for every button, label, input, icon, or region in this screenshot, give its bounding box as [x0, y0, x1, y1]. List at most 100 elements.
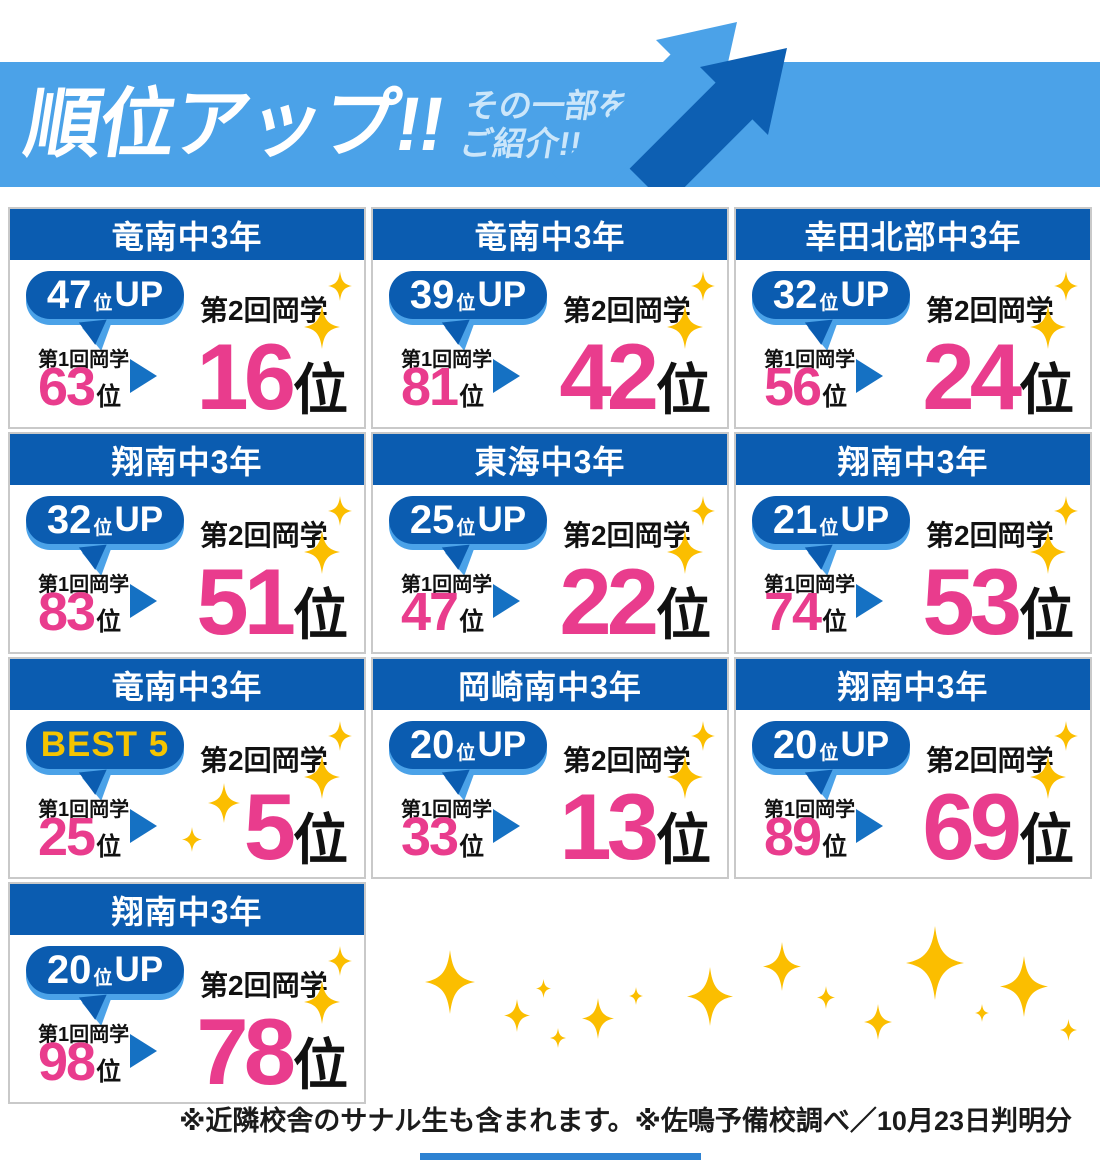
after-rank-unit: 位 [292, 358, 348, 421]
badge-unit: 位 [819, 742, 839, 764]
rank-up-badge: 32 位 UP [752, 271, 910, 319]
before-rank-unit: 位 [459, 833, 485, 861]
badge-suffix: UP [477, 275, 527, 314]
badge-value: 47 [46, 272, 92, 317]
after-rank-number: 53 [922, 548, 1022, 654]
badge-suffix: UP [114, 500, 164, 539]
exam1-label: 第1回岡学 [38, 799, 130, 821]
before-rank: 81 位 [401, 360, 484, 414]
after-rank-unit: 位 [1018, 358, 1074, 421]
exam1-label: 第1回岡学 [764, 349, 856, 371]
badge-value: 39 [409, 272, 455, 317]
footnote: ※近隣校舎のサナル生も含まれます。※佐鳴予備校調べ／10月23日判明分 [179, 1106, 1072, 1136]
badge-value: 20 [409, 722, 455, 767]
banner-subtitle-line2: ご紹介!! [456, 124, 584, 162]
page-title: 順位アップ!! [19, 81, 450, 167]
before-rank: 83 位 [38, 585, 121, 639]
banner-subtitle: その一部を ご紹介!! [457, 87, 634, 163]
badge-suffix: UP [114, 275, 164, 314]
after-rank-unit: 位 [1018, 808, 1074, 871]
after-rank-unit: 位 [292, 1033, 348, 1096]
card-school-header: 翔南中3年 [736, 434, 1090, 485]
badge-unit: 位 [456, 517, 476, 539]
badge-unit: 位 [819, 292, 839, 314]
exam2-label: 第2回岡学 [926, 745, 1054, 776]
rank-card: 竜南中3年 39 位 UP 第2回岡学 第1回岡学 81 位 42 位 [371, 207, 729, 429]
card-school-header: 竜南中3年 [10, 659, 364, 710]
after-rank-number: 78 [196, 998, 296, 1104]
exam2-label: 第2回岡学 [200, 520, 328, 551]
sparkle-icon [1054, 721, 1078, 751]
badge-value: 32 [46, 497, 92, 542]
rank-card: 東海中3年 25 位 UP 第2回岡学 第1回岡学 47 位 22 位 [371, 432, 729, 654]
next-triangle-icon [856, 359, 883, 393]
card-school-header: 竜南中3年 [373, 209, 727, 260]
next-triangle-icon [493, 359, 520, 393]
after-rank: 13 位 [559, 779, 711, 873]
before-rank-unit: 位 [96, 833, 122, 861]
before-rank-number: 63 [38, 357, 96, 417]
rank-up-badge: 21 位 UP [752, 496, 910, 544]
after-rank: 5 位 [243, 773, 348, 879]
school-name: 岡崎南中3年 [458, 668, 642, 705]
school-name: 翔南中3年 [111, 443, 263, 480]
after-rank-unit: 位 [655, 808, 711, 871]
rank-card: 翔南中3年 20 位 UP 第2回岡学 第1回岡学 89 位 69 位 [734, 657, 1092, 879]
badge-unit: 位 [456, 292, 476, 314]
before-rank: 47 位 [401, 585, 484, 639]
rank-card: 幸田北部中3年 32 位 UP 第2回岡学 第1回岡学 56 位 24 位 [734, 207, 1092, 429]
exam1-label: 第1回岡学 [401, 799, 493, 821]
rank-card: 翔南中3年 20 位 UP 第2回岡学 第1回岡学 98 位 78 位 [8, 882, 366, 1104]
before-rank-number: 33 [401, 807, 459, 867]
card-school-header: 翔南中3年 [736, 659, 1090, 710]
after-rank-number: 22 [559, 548, 659, 654]
after-rank: 53 位 [922, 548, 1074, 654]
before-rank-unit: 位 [822, 383, 848, 411]
rank-up-badge: 20 位 UP [389, 721, 547, 769]
rank-up-badge: 47 位 UP [26, 271, 184, 319]
exam2-label: 第2回岡学 [200, 745, 328, 776]
badge-value: 20 [46, 947, 92, 992]
before-rank: 89 位 [764, 807, 847, 867]
after-rank-unit: 位 [1018, 583, 1074, 646]
before-rank-number: 89 [764, 807, 822, 867]
after-rank-number: 42 [559, 323, 659, 429]
next-triangle-icon [130, 1034, 157, 1068]
rank-up-badge: 25 位 UP [389, 496, 547, 544]
badge-suffix: UP [114, 950, 164, 989]
before-rank-unit: 位 [822, 608, 848, 636]
before-rank-number: 25 [38, 807, 96, 867]
before-rank-number: 56 [764, 357, 822, 417]
exam2-label: 第2回岡学 [200, 970, 328, 1001]
rank-card: 竜南中3年 47 位 UP 第2回岡学 第1回岡学 63 位 16 位 [8, 207, 366, 429]
exam1-label: 第1回岡学 [401, 574, 493, 596]
after-rank-number: 51 [196, 548, 296, 654]
school-name: 竜南中3年 [111, 668, 263, 705]
badge-best-label: BEST 5 [40, 725, 170, 764]
sparkle-icon [1054, 271, 1078, 301]
rank-card: 竜南中3年 BEST 5 第2回岡学 第1回岡学 25 位 5 位 [8, 657, 366, 879]
school-name: 幸田北部中3年 [804, 218, 1022, 255]
after-rank-number: 5 [243, 773, 296, 879]
exam2-label: 第2回岡学 [563, 520, 691, 551]
after-rank: 16 位 [196, 329, 348, 423]
rank-up-badge: 20 位 UP [752, 721, 910, 769]
before-rank-unit: 位 [96, 383, 122, 411]
before-rank-number: 74 [764, 582, 822, 642]
rank-up-badge: 39 位 UP [389, 271, 547, 319]
banner-subtitle-line1: その一部を [462, 86, 634, 124]
rank-up-badge: 20 位 UP [26, 946, 184, 994]
before-rank: 25 位 [38, 807, 122, 867]
sparkle-icon [328, 946, 352, 976]
after-rank: 69 位 [922, 779, 1074, 873]
sparkle-icon [208, 783, 240, 823]
sparkle-icon [1054, 496, 1078, 526]
rank-up-badge: 32 位 UP [26, 496, 184, 544]
badge-unit: 位 [819, 517, 839, 539]
exam1-label: 第1回岡学 [764, 799, 856, 821]
sparkle-icon [691, 721, 715, 751]
badge-unit: 位 [93, 967, 113, 989]
exam1-label: 第1回岡学 [38, 1024, 130, 1046]
after-rank: 51 位 [196, 548, 348, 654]
